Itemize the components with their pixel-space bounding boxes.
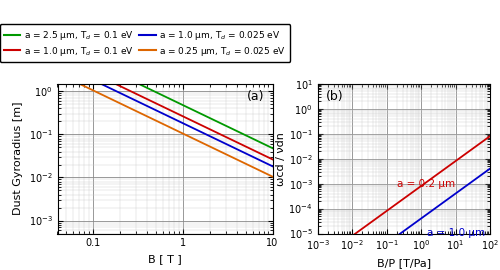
Legend: a = 2.5 μm, T$_d$ = 0.1 eV, a = 1.0 μm, T$_d$ = 0.1 eV, a = 1.0 μm, T$_d$ = 0.02: a = 2.5 μm, T$_d$ = 0.1 eV, a = 1.0 μm, … <box>0 24 290 62</box>
Text: a = 0.2 μm: a = 0.2 μm <box>397 178 455 188</box>
Text: (b): (b) <box>326 90 344 103</box>
Text: (a): (a) <box>246 90 264 103</box>
X-axis label: B [ T ]: B [ T ] <box>148 254 182 264</box>
Y-axis label: ωcd / νdn: ωcd / νdn <box>276 132 285 185</box>
Y-axis label: Dust Gyroradius [m]: Dust Gyroradius [m] <box>13 102 23 215</box>
Text: a = 1.0 μm: a = 1.0 μm <box>427 228 485 238</box>
X-axis label: B/P [T/Pa]: B/P [T/Pa] <box>376 258 431 268</box>
